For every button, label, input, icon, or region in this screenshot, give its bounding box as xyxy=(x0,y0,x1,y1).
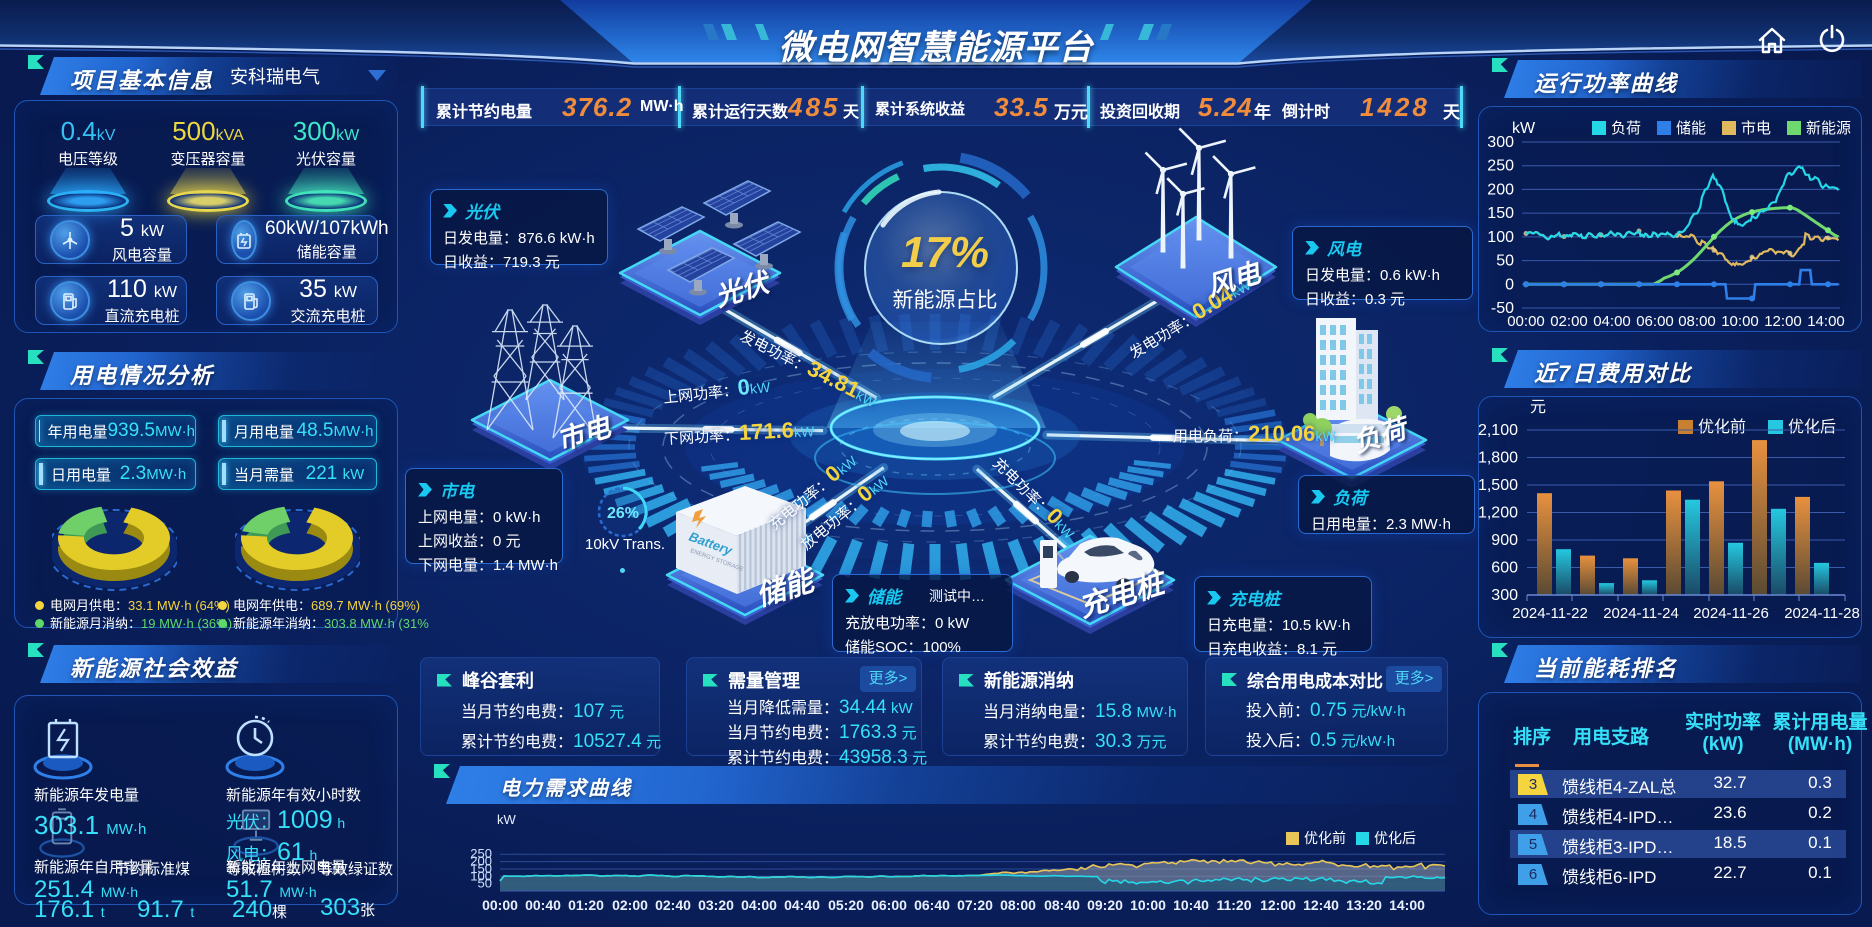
svg-text:优化后: 优化后 xyxy=(1374,830,1416,846)
svg-text:03:20: 03:20 xyxy=(698,897,734,913)
svg-text:100: 100 xyxy=(1487,229,1514,246)
svg-text:900: 900 xyxy=(1491,532,1518,549)
svg-text:1,500: 1,500 xyxy=(1478,477,1518,494)
svg-text:02:40: 02:40 xyxy=(655,897,691,913)
svg-text:元: 元 xyxy=(1530,399,1546,416)
svg-text:优化前: 优化前 xyxy=(1304,830,1346,846)
svg-text:-50: -50 xyxy=(1491,300,1514,317)
svg-text:2,100: 2,100 xyxy=(1478,422,1518,439)
svg-text:06:00: 06:00 xyxy=(1636,313,1674,330)
svg-text:250: 250 xyxy=(470,846,492,861)
svg-text:02:00: 02:00 xyxy=(1550,313,1588,330)
svg-text:2024-11-22: 2024-11-22 xyxy=(1512,605,1588,622)
svg-text:11:20: 11:20 xyxy=(1216,897,1251,913)
svg-text:12:40: 12:40 xyxy=(1303,897,1339,913)
svg-text:0: 0 xyxy=(1505,276,1514,293)
svg-text:150: 150 xyxy=(470,861,492,876)
svg-text:150: 150 xyxy=(1487,205,1514,222)
svg-text:200: 200 xyxy=(1487,181,1514,198)
svg-text:00:00: 00:00 xyxy=(482,897,518,913)
svg-text:10:40: 10:40 xyxy=(1173,897,1209,913)
svg-text:600: 600 xyxy=(1491,560,1518,577)
svg-text:08:00: 08:00 xyxy=(1000,897,1036,913)
svg-text:优化前: 优化前 xyxy=(1698,418,1746,436)
svg-text:300: 300 xyxy=(1491,587,1518,604)
svg-text:kW: kW xyxy=(1512,120,1536,137)
svg-text:负荷: 负荷 xyxy=(1611,120,1641,137)
svg-text:06:00: 06:00 xyxy=(871,897,907,913)
svg-text:08:00: 08:00 xyxy=(1678,313,1716,330)
svg-text:2024-11-28: 2024-11-28 xyxy=(1784,605,1860,622)
svg-text:09:20: 09:20 xyxy=(1087,897,1123,913)
svg-text:200: 200 xyxy=(470,854,492,869)
svg-text:14:00: 14:00 xyxy=(1807,313,1845,330)
svg-text:26%: 26% xyxy=(607,505,639,522)
svg-text:10:00: 10:00 xyxy=(1130,897,1166,913)
svg-text:12:00: 12:00 xyxy=(1764,313,1802,330)
svg-text:06:40: 06:40 xyxy=(914,897,950,913)
svg-text:04:00: 04:00 xyxy=(1593,313,1631,330)
svg-text:300: 300 xyxy=(1487,134,1514,151)
svg-text:优化后: 优化后 xyxy=(1788,418,1836,436)
svg-text:10:00: 10:00 xyxy=(1721,313,1759,330)
svg-text:50: 50 xyxy=(1496,253,1514,270)
svg-text:1,200: 1,200 xyxy=(1478,505,1518,522)
svg-text:100: 100 xyxy=(470,868,492,883)
svg-text:00:40: 00:40 xyxy=(525,897,561,913)
svg-text:储能: 储能 xyxy=(1676,120,1706,137)
svg-text:00:00: 00:00 xyxy=(1507,313,1545,330)
svg-text:02:00: 02:00 xyxy=(612,897,648,913)
svg-text:2024-11-24: 2024-11-24 xyxy=(1603,605,1679,622)
svg-text:50: 50 xyxy=(478,876,492,891)
svg-text:kW: kW xyxy=(497,812,517,827)
svg-text:2024-11-26: 2024-11-26 xyxy=(1693,605,1769,622)
svg-text:新能源: 新能源 xyxy=(1806,120,1851,137)
svg-text:01:20: 01:20 xyxy=(568,897,604,913)
svg-text:250: 250 xyxy=(1487,158,1514,175)
svg-text:12:00: 12:00 xyxy=(1260,897,1296,913)
svg-text:13:20: 13:20 xyxy=(1346,897,1382,913)
svg-text:05:20: 05:20 xyxy=(828,897,864,913)
svg-text:07:20: 07:20 xyxy=(957,897,993,913)
svg-text:14:00: 14:00 xyxy=(1389,897,1425,913)
svg-text:1,800: 1,800 xyxy=(1478,450,1518,467)
svg-text:04:40: 04:40 xyxy=(784,897,820,913)
svg-text:08:40: 08:40 xyxy=(1044,897,1080,913)
svg-text:04:00: 04:00 xyxy=(741,897,777,913)
svg-text:市电: 市电 xyxy=(1741,120,1771,137)
